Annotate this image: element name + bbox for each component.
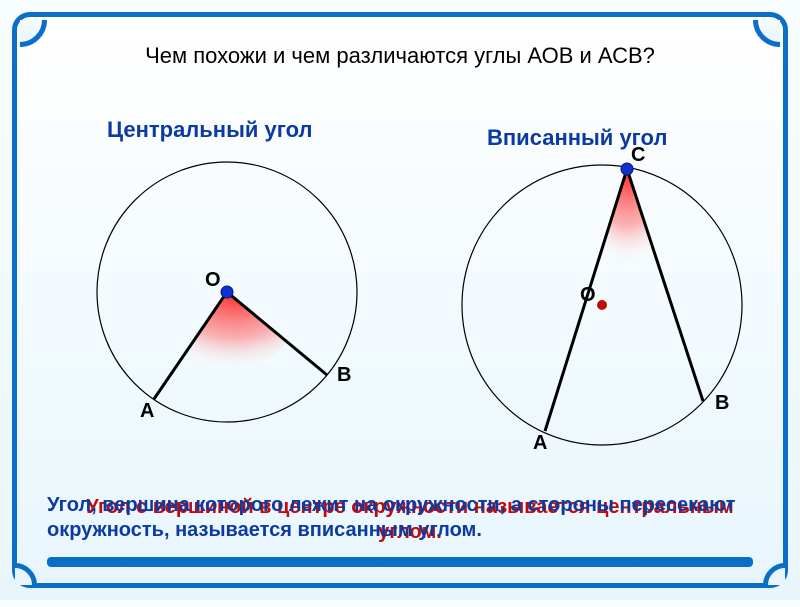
diagram-area: О А В О С А В [17, 147, 783, 467]
question-text: Чем похожи и чем различаются углы АОВ и … [17, 43, 783, 69]
bottom-bar [47, 557, 753, 567]
svg-text:С: С [631, 144, 645, 166]
inscribed-angle-figure: О С А В [437, 137, 787, 467]
svg-text:В: В [715, 392, 729, 414]
left-title: Центральный угол [107, 117, 313, 143]
svg-text:О: О [205, 269, 221, 291]
inscribed-definition: Угол, вершина которого лежит на окружнос… [47, 493, 753, 543]
inscribed-def-text: Угол, вершина которого лежит на окружнос… [47, 494, 736, 541]
svg-text:О: О [580, 284, 596, 306]
svg-text:В: В [337, 364, 351, 386]
central-angle-figure: О А В [67, 147, 397, 457]
svg-text:А: А [533, 432, 547, 454]
frame-corner [0, 563, 37, 607]
svg-text:А: А [140, 400, 154, 422]
bottom-definitions: Угол, вершина которого лежит на окружнос… [47, 493, 753, 543]
decorative-frame: Чем похожи и чем различаются углы АОВ и … [12, 12, 788, 588]
frame-corner [763, 563, 800, 607]
